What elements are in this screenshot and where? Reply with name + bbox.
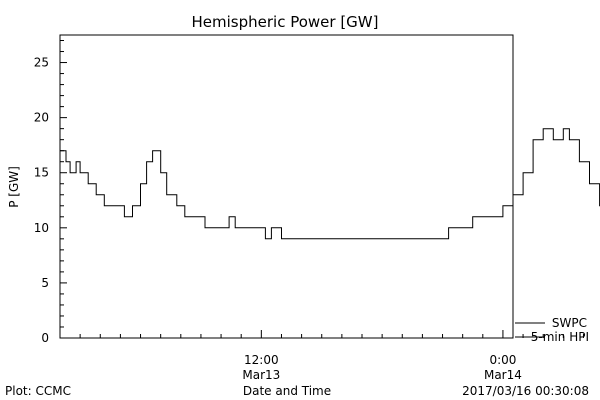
- x-tick-time-label: 12:00: [244, 353, 279, 367]
- chart-title: Hemispheric Power [GW]: [192, 13, 379, 31]
- x-tick-date-label: Mar13: [242, 368, 280, 382]
- x-tick-time-label: 0:00: [489, 353, 516, 367]
- y-tick-label: 15: [34, 166, 49, 180]
- legend-label-swpc: SWPC: [552, 316, 587, 330]
- x-tick-date-label: Mar14: [484, 368, 522, 382]
- plot-frame: [59, 34, 514, 339]
- x-axis-label: Date and Time: [243, 384, 331, 398]
- y-tick-label: 5: [41, 276, 49, 290]
- series-line-5min-hpi: [60, 128, 600, 240]
- series-group: [60, 128, 600, 240]
- y-tick-label: 25: [34, 56, 49, 70]
- footer-plot-credit: Plot: CCMC: [5, 384, 71, 398]
- footer-timestamp: 2017/03/16 00:30:08: [462, 384, 589, 398]
- legend: SWPC 5-min HPI: [515, 316, 589, 344]
- legend-label-5min-hpi: 5-min HPI: [531, 330, 589, 344]
- y-tick-label: 0: [41, 331, 49, 345]
- y-tick-label: 10: [34, 221, 49, 235]
- y-axis-label: P [GW]: [7, 166, 21, 208]
- y-tick-label: 20: [34, 111, 49, 125]
- y-axis: 0 5 10 15 20 25: [34, 40, 67, 345]
- x-axis: 12:00Mar130:00Mar1412:00Mar140:00Mar1512…: [79, 330, 584, 382]
